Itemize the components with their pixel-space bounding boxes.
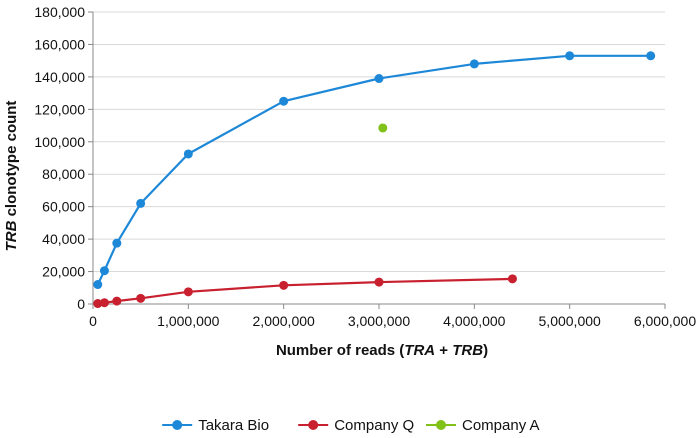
y-tick-label: 120,000 — [34, 101, 85, 117]
x-tick-label: 4,000,000 — [443, 313, 505, 329]
y-tick-label: 160,000 — [34, 36, 85, 52]
legend: Takara Bio Company Q Company A — [162, 417, 540, 434]
data-point-takara-bio — [374, 74, 384, 84]
y-tick-label: 20,000 — [42, 264, 85, 280]
legend-swatch-marker — [436, 420, 446, 430]
data-point-company-a — [378, 123, 388, 133]
y-tick-label: 40,000 — [42, 231, 85, 247]
x-tick-label: 5,000,000 — [539, 313, 601, 329]
legend-swatch-marker — [308, 420, 319, 430]
data-point-company-q — [112, 296, 122, 306]
series-takara-bio — [93, 51, 656, 290]
y-tick-label: 140,000 — [34, 69, 85, 85]
data-point-company-q — [374, 277, 384, 287]
x-tick-label: 1,000,000 — [157, 313, 219, 329]
series-line-company-q — [97, 277, 513, 305]
series-company-a — [378, 123, 388, 133]
data-point-takara-bio — [565, 51, 575, 61]
data-point-company-q — [93, 299, 103, 309]
data-point-company-q — [99, 298, 109, 308]
x-tick-label: 3,000,000 — [348, 313, 410, 329]
y-axis-title: TRB clonotype count — [3, 101, 20, 252]
legend-swatch-marker — [172, 420, 183, 430]
data-point-takara-bio — [93, 280, 103, 290]
legend-item-takara-bio: Takara Bio — [162, 417, 269, 434]
y-tick-label: 100,000 — [34, 134, 85, 150]
data-point-takara-bio — [646, 51, 656, 61]
x-axis-ticks: 0 1,000,000 2,000,000 3,000,000 4,000,000 5,0… — [89, 304, 696, 329]
series-company-q — [93, 274, 517, 309]
data-point-takara-bio — [279, 96, 289, 106]
data-point-takara-bio — [183, 149, 193, 159]
legend-item-company-q: Company Q — [298, 417, 414, 434]
x-axis-title: Number of reads (TRA + TRB) — [276, 342, 488, 359]
legend-label: Company Q — [334, 417, 414, 434]
data-point-company-q — [279, 280, 289, 290]
data-point-takara-bio — [99, 266, 109, 276]
data-point-company-q — [507, 274, 517, 284]
data-point-company-q — [136, 293, 146, 303]
y-axis-ticks: 0 20,000 40,000 60,000 80,000 100,000 120,000 1… — [34, 4, 93, 312]
y-tick-label: 180,000 — [34, 4, 85, 20]
legend-label: Company A — [462, 417, 540, 434]
data-point-takara-bio — [469, 59, 479, 69]
x-tick-label: 0 — [89, 313, 97, 329]
y-tick-label: 60,000 — [42, 199, 85, 215]
legend-label: Takara Bio — [198, 417, 269, 434]
y-tick-label: 80,000 — [42, 166, 85, 182]
legend-item-company-a: Company A — [426, 417, 540, 434]
plot-series — [93, 51, 656, 309]
x-tick-label: 6,000,000 — [634, 313, 696, 329]
data-point-takara-bio — [136, 198, 146, 208]
series-line-takara-bio — [96, 54, 651, 285]
x-tick-label: 2,000,000 — [253, 313, 315, 329]
y-tick-label: 0 — [77, 296, 85, 312]
data-point-takara-bio — [112, 238, 122, 248]
grid-lines — [93, 11, 665, 273]
data-point-company-q — [183, 287, 193, 297]
